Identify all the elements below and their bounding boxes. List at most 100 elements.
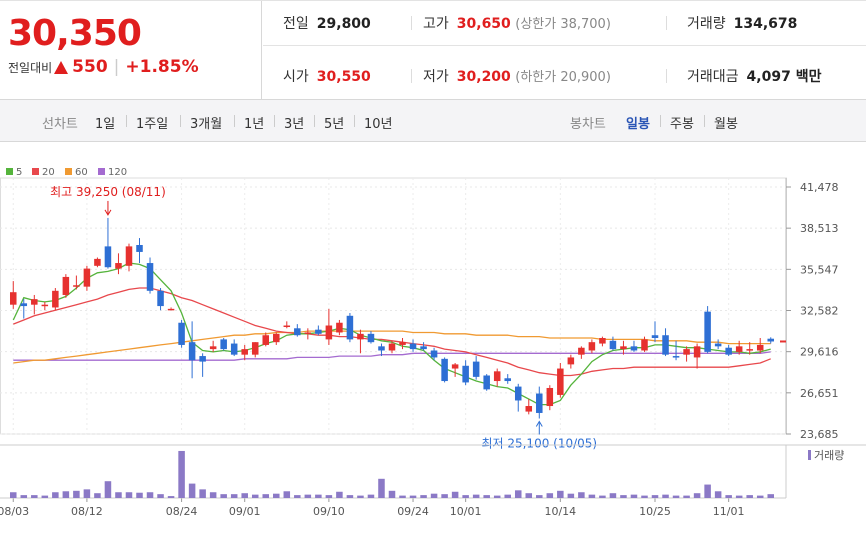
ma120-line xyxy=(13,351,771,361)
volume-bar xyxy=(157,494,164,498)
volume-bar xyxy=(52,492,59,498)
y-tick-label: 41,478 xyxy=(800,181,839,194)
day-high: 고가 30,650 (상한가 38,700) xyxy=(423,13,611,33)
candle-body xyxy=(557,368,564,395)
candle-body xyxy=(73,285,80,287)
y-tick-label: 23,685 xyxy=(800,428,839,441)
candle-body xyxy=(641,339,648,351)
volume-bar xyxy=(20,495,28,498)
change-percent: +1.85% xyxy=(125,57,199,77)
open-label: 시가 xyxy=(283,69,309,85)
volume-bar xyxy=(315,494,322,498)
legend-swatch xyxy=(98,168,105,175)
candle-body xyxy=(578,347,585,355)
period-3m[interactable]: 3개월 xyxy=(190,117,223,132)
candle-body xyxy=(157,290,164,307)
candle-body xyxy=(357,333,364,340)
volume-bar xyxy=(620,495,627,498)
y-tick-label: 32,582 xyxy=(800,304,839,317)
volume-bar xyxy=(420,495,427,498)
divider xyxy=(666,16,667,30)
candle-body xyxy=(178,322,185,345)
x-tick-label: 09/10 xyxy=(313,505,345,518)
candle-daily[interactable]: 일봉 xyxy=(626,117,650,132)
day-low: 저가 30,200 (하한가 20,900) xyxy=(423,66,611,86)
candle-body xyxy=(146,263,154,291)
up-triangle-icon xyxy=(54,60,69,74)
legend-label: 20 xyxy=(42,167,55,178)
candle-body xyxy=(220,339,227,350)
candle-body xyxy=(367,333,375,343)
volume-bar xyxy=(609,493,617,498)
volume-bar xyxy=(651,495,659,498)
candle-body xyxy=(273,333,280,343)
candle-body xyxy=(504,378,511,382)
volume-bar xyxy=(304,494,312,498)
volume-bar xyxy=(178,450,185,498)
candle-body xyxy=(704,311,711,352)
amount-value: 4,097 백만 xyxy=(746,69,822,85)
candle-body xyxy=(20,303,28,307)
volume-bar xyxy=(367,494,375,498)
candle-body xyxy=(420,346,427,350)
quote-stats: 전일 29,800 고가 30,650 (상한가 38,700) 거래량 134,67… xyxy=(263,1,866,100)
x-tick-label: 08/03 xyxy=(0,505,29,518)
high-arrow-icon xyxy=(104,209,112,216)
volume-bar xyxy=(283,491,291,498)
candle-body xyxy=(441,358,448,382)
volume-bar xyxy=(735,495,743,498)
low-value: 30,200 xyxy=(456,69,511,85)
candle-body xyxy=(725,347,732,355)
candle-body xyxy=(630,346,638,351)
period-1w[interactable]: 1주일 xyxy=(136,117,169,132)
period-1y[interactable]: 1년 xyxy=(244,117,265,132)
volume-bar xyxy=(472,494,480,498)
candle-body xyxy=(388,343,396,351)
volume-bar xyxy=(199,489,206,498)
volume-bar xyxy=(704,484,711,498)
change-label: 전일대비 xyxy=(8,60,53,75)
lower-limit: (하한가 20,900) xyxy=(515,70,611,85)
period-5y[interactable]: 5년 xyxy=(324,117,345,132)
volume-bar xyxy=(514,490,522,498)
candle-body xyxy=(599,338,606,344)
candle-body xyxy=(41,304,49,307)
candle-body xyxy=(31,299,38,305)
change-value: 550 xyxy=(72,57,108,77)
volume-bar xyxy=(756,495,764,498)
volume-bar xyxy=(115,492,122,498)
volume-bar xyxy=(567,493,575,498)
candle-body xyxy=(230,343,238,355)
period-10y[interactable]: 10년 xyxy=(364,117,393,132)
volume-bar xyxy=(220,494,227,498)
volume-bar xyxy=(9,492,17,498)
x-tick-label: 09/01 xyxy=(229,505,261,518)
divider xyxy=(354,115,355,127)
candle-body xyxy=(767,338,775,342)
volume-bar xyxy=(336,491,343,498)
y-tick-label: 38,513 xyxy=(800,222,839,235)
volume-bar xyxy=(104,481,112,498)
volume-bar xyxy=(493,495,501,498)
volume-bar xyxy=(378,478,385,498)
volume-bar xyxy=(167,496,175,498)
period-3y[interactable]: 3년 xyxy=(284,117,305,132)
candle-body xyxy=(662,335,669,355)
x-tick-label: 08/12 xyxy=(71,505,103,518)
candle-body xyxy=(52,290,59,308)
candle-body xyxy=(430,350,438,358)
candle-body xyxy=(188,342,196,361)
candle-monthly[interactable]: 월봉 xyxy=(714,117,738,132)
volume-bar xyxy=(346,495,354,498)
volume-bar xyxy=(725,495,732,498)
volume-bar xyxy=(662,494,669,498)
volume-bar xyxy=(536,495,543,498)
candle-weekly[interactable]: 주봉 xyxy=(670,117,694,132)
volume-bar xyxy=(546,493,554,498)
volume-bar xyxy=(325,495,333,498)
volume-bar xyxy=(767,494,775,498)
price-box: 30,350 전일대비 550 | +1.85% xyxy=(0,1,262,100)
candle-body xyxy=(9,292,17,305)
candle-body xyxy=(493,371,501,382)
period-1d[interactable]: 1일 xyxy=(95,117,116,132)
